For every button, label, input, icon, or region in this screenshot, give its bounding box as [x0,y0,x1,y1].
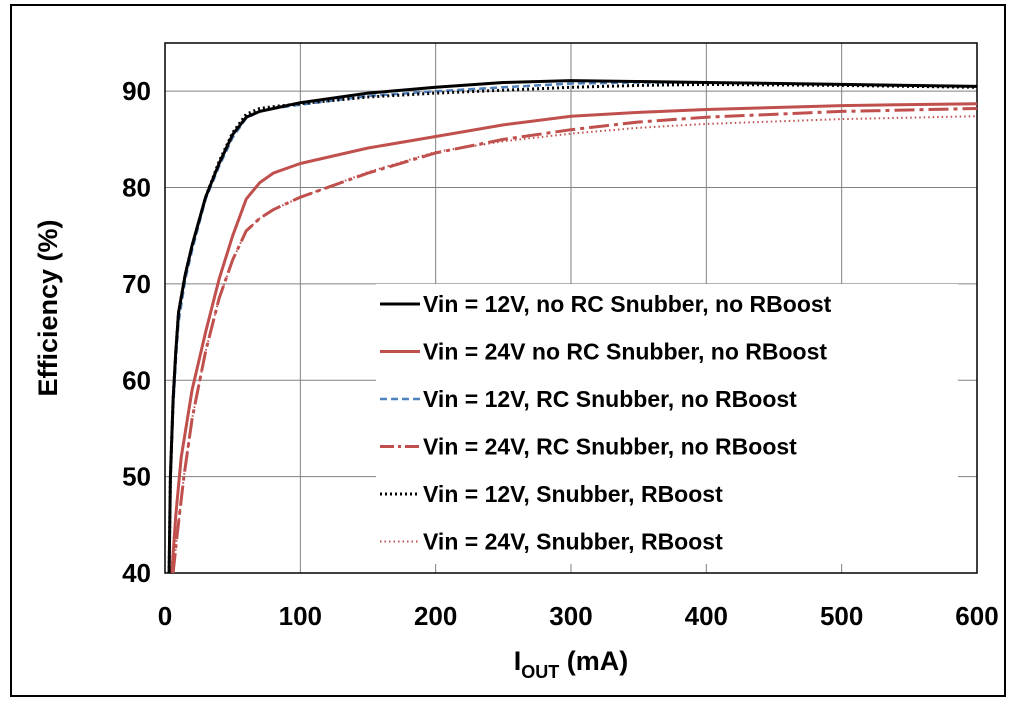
x-axis-title: IOUT (mA) [514,646,629,682]
x-tick-label: 300 [549,601,592,631]
y-axis-title: Efficiency (%) [33,219,63,396]
x-tick-label: 0 [158,601,172,631]
x-axis-title-subscript: OUT [521,662,559,682]
chart-frame [10,4,1006,697]
y-tick-label: 80 [122,173,151,203]
legend-label-5: Vin = 24V, Snubber, RBoost [423,529,723,555]
legend-label-0: Vin = 12V, no RC Snubber, no RBoost [423,291,832,317]
legend: Vin = 12V, no RC Snubber, no RBoost Vin =… [376,284,958,564]
x-tick-label: 100 [279,601,322,631]
legend-label-4: Vin = 12V, Snubber, RBoost [423,481,723,507]
x-tick-label: 400 [685,601,728,631]
x-tick-label: 500 [820,601,863,631]
y-tick-label: 90 [122,76,151,106]
legend-background [376,284,958,564]
y-tick-label: 70 [122,269,151,299]
legend-label-3: Vin = 24V, RC Snubber, no RBoost [423,434,797,460]
tick-labels: 0 100 200 300 400 500 600 40 50 60 70 80 90 [122,76,999,631]
legend-label-1: Vin = 24V no RC Snubber, no RBoost [423,339,827,365]
x-axis-title-unit: (mA) [559,646,628,676]
series-line-0 [167,79,977,573]
legend-label-2: Vin = 12V, RC Snubber, no RBoost [423,386,797,412]
x-tick-label: 600 [955,601,998,631]
series-line-3 [171,107,977,573]
y-tick-label: 60 [122,365,151,395]
x-tick-label: 200 [414,601,457,631]
y-tick-label: 50 [122,462,151,492]
x-axis-title-main: I [514,646,522,676]
y-tick-label: 40 [122,558,151,588]
series-line-1 [170,102,977,573]
plot-area-border [164,42,978,574]
series-lines [167,79,977,573]
